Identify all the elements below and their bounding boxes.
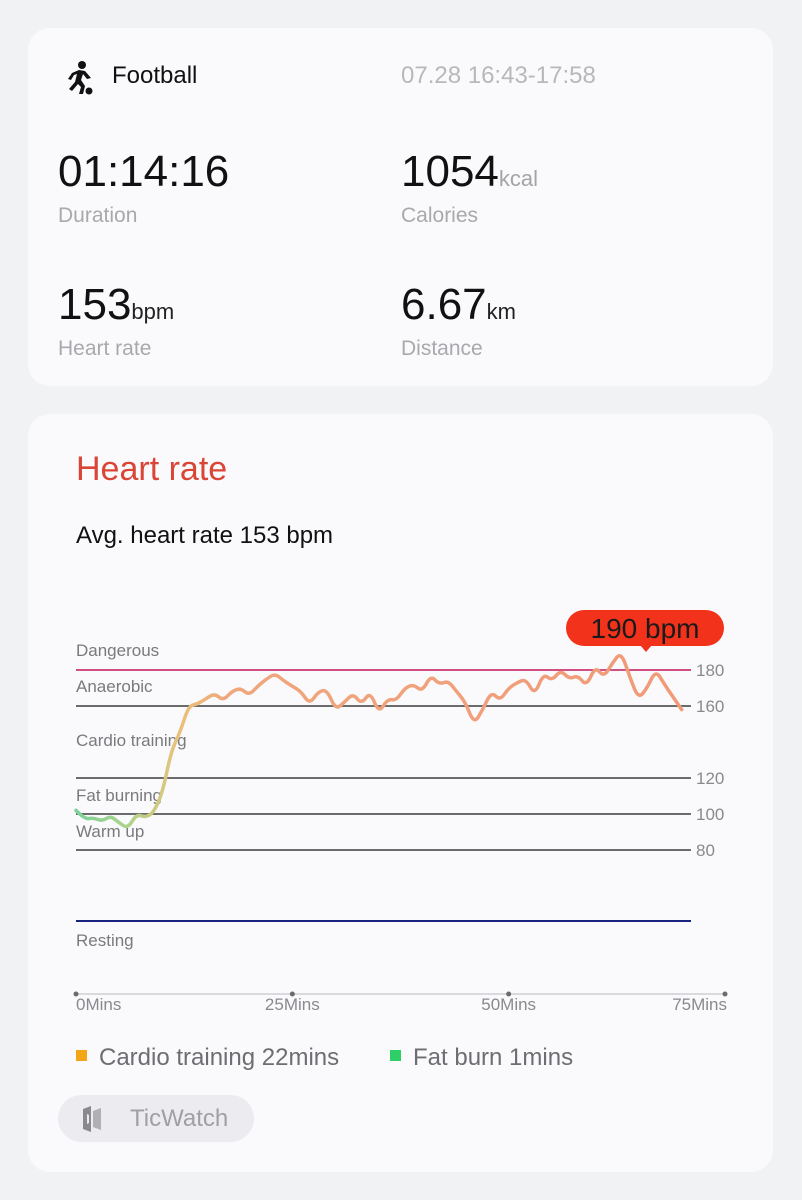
zone-label-resting: Resting xyxy=(76,931,134,950)
x-tick-label-75mins: 75Mins xyxy=(672,995,727,1014)
legend-cardio-training: Cardio training 22mins xyxy=(76,1044,339,1072)
distance-unit: km xyxy=(486,299,516,324)
device-name: TicWatch xyxy=(130,1105,229,1132)
legend-dot-fat-burn xyxy=(390,1050,401,1061)
x-tick-mark xyxy=(506,991,512,997)
x-axis: 0Mins 25Mins 50Mins 75Mins xyxy=(73,991,728,1014)
soccer-player-icon xyxy=(68,61,93,95)
zone-label-anaerobic: Anaerobic xyxy=(76,677,153,696)
zone-label-warm-up: Warm up xyxy=(76,822,144,841)
heart-rate-title: Heart rate xyxy=(76,450,228,488)
y-tick-100: 100 xyxy=(696,805,724,824)
heart-rate-label: Heart rate xyxy=(58,337,152,360)
heart-rate-value: 153 xyxy=(58,280,132,329)
legend-fat-burn-label: Fat burn 1mins xyxy=(413,1044,574,1071)
legend-fat-burn: Fat burn 1mins xyxy=(390,1044,573,1072)
y-tick-180: 180 xyxy=(696,661,724,680)
max-heart-rate-label: 190 bpm xyxy=(591,613,700,644)
distance-label: Distance xyxy=(401,337,483,360)
legend-dot-cardio xyxy=(76,1050,87,1061)
sport-name: Football xyxy=(112,62,198,89)
max-heart-rate-callout: 190 bpm xyxy=(566,610,724,652)
heart-rate-unit: bpm xyxy=(131,299,175,324)
x-tick-label-25mins: 25Mins xyxy=(265,995,320,1014)
heart-rate-metric: 153bpm Heart rate xyxy=(58,283,174,361)
duration-value: 01:14:16 xyxy=(58,147,230,196)
heart-rate-line xyxy=(74,654,684,829)
calories-metric: 1054kcal Calories xyxy=(401,150,538,228)
heart-rate-chart: Dangerous Anaerobic Cardio training Fat bur… xyxy=(73,610,728,1014)
zone-label-fat-burning: Fat burning xyxy=(76,786,162,805)
y-tick-160: 160 xyxy=(696,697,724,716)
x-tick-mark xyxy=(289,991,295,997)
zone-label-dangerous: Dangerous xyxy=(76,641,159,660)
average-heart-rate: Avg. heart rate 153 bpm xyxy=(76,522,334,549)
duration-label: Duration xyxy=(58,204,138,227)
device-source-chip[interactable]: TicWatch xyxy=(58,1095,254,1142)
x-tick-mark xyxy=(73,991,79,997)
calories-label: Calories xyxy=(401,204,479,227)
zone-label-cardio-training: Cardio training xyxy=(76,731,187,750)
heart-rate-card[interactable]: Heart rate Avg. heart rate 153 bpm Dange… xyxy=(28,414,773,1172)
watch-icon xyxy=(83,1106,101,1132)
distance-value: 6.67 xyxy=(401,280,487,329)
duration-metric: 01:14:16 Duration xyxy=(58,150,229,228)
distance-metric: 6.67km Distance xyxy=(401,283,516,361)
calories-unit: kcal xyxy=(498,166,539,191)
y-tick-120: 120 xyxy=(696,769,724,788)
y-tick-80: 80 xyxy=(696,841,715,860)
x-tick-mark xyxy=(722,991,728,997)
workout-time-range: 07.28 16:43-17:58 xyxy=(401,62,596,89)
x-tick-label-0mins: 0Mins xyxy=(76,995,121,1014)
workout-summary-card: Football 07.28 16:43-17:58 01:14:16 Dura… xyxy=(28,28,773,386)
legend-cardio-label: Cardio training 22mins xyxy=(99,1044,340,1071)
x-tick-label-50mins: 50Mins xyxy=(481,995,536,1014)
calories-value: 1054 xyxy=(401,147,499,196)
